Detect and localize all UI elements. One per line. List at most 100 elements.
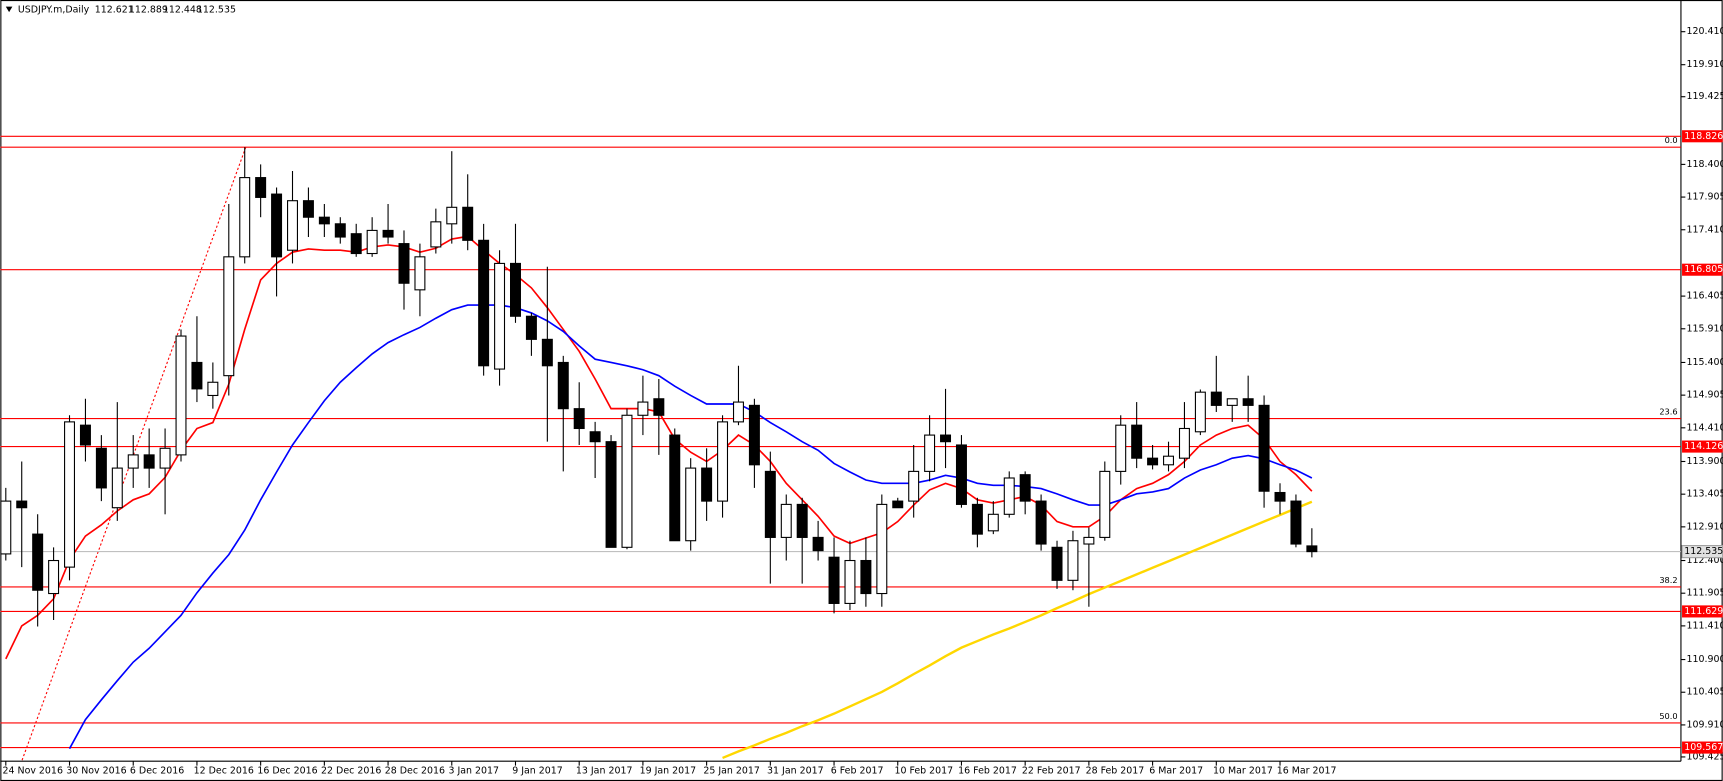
candle-body: [1178, 427, 1190, 459]
candle-body: [812, 536, 824, 552]
y-tick-label: 114.410: [1686, 422, 1723, 433]
candle-body: [1019, 474, 1031, 502]
y-tick-label: 111.905: [1686, 588, 1723, 599]
candle-body: [876, 503, 888, 595]
y-tick-label: 110.405: [1686, 687, 1723, 698]
candle-body: [509, 262, 521, 317]
symbol-label: USDJPY.m,Daily: [18, 4, 90, 15]
candle-body: [48, 559, 60, 595]
candle-body: [79, 424, 91, 446]
candle-body: [669, 434, 681, 542]
candle-body: [1147, 457, 1159, 466]
price-level-tag: [1682, 130, 1723, 143]
candle-body: [940, 434, 952, 443]
candle-body: [1242, 398, 1254, 406]
moving-average-line: [722, 500, 1313, 760]
fib-label: 38.2: [1659, 575, 1677, 585]
candle-body: [207, 381, 219, 397]
menu-arrow-icon[interactable]: [5, 6, 13, 13]
x-tick-label: 22 Feb 2017: [1022, 766, 1081, 777]
x-tick-label: 9 Jan 2017: [512, 766, 563, 777]
candle-body: [1194, 391, 1206, 433]
y-tick-label: 117.905: [1686, 192, 1723, 203]
price-level-label: 118.826: [1684, 131, 1723, 142]
candle-body: [1083, 536, 1095, 545]
y-tick-label: 109.910: [1686, 719, 1723, 730]
x-tick-label: 19 Jan 2017: [640, 766, 697, 777]
y-tick-label: 112.910: [1686, 521, 1723, 532]
y-tick-label: 119.425: [1686, 91, 1723, 102]
candle-body: [302, 200, 314, 218]
y-tick-label: 113.900: [1686, 456, 1723, 467]
candle-body: [525, 315, 537, 340]
candle-body: [175, 335, 187, 456]
current-price-label: 112.535: [1684, 546, 1723, 557]
candle-body: [860, 559, 872, 595]
candle-body: [573, 408, 585, 430]
candle-body: [366, 229, 378, 255]
price-level-label: 109.567: [1684, 742, 1723, 753]
y-tick-label: 109.425: [1686, 751, 1723, 762]
candle-body: [398, 243, 410, 284]
x-tick-label: 31 Jan 2017: [767, 766, 824, 777]
y-tick-label: 112.400: [1686, 555, 1723, 566]
candle-body: [478, 239, 490, 367]
x-tick-label: 28 Feb 2017: [1086, 766, 1145, 777]
candle-body: [382, 229, 394, 238]
candle-body: [350, 233, 362, 255]
candle-body: [414, 256, 426, 291]
y-tick-label: 113.405: [1686, 489, 1723, 500]
candle-body: [143, 454, 155, 469]
candle-body: [32, 533, 44, 591]
y-tick-label: 115.910: [1686, 323, 1723, 334]
candle-body: [1226, 398, 1238, 406]
candle-body: [239, 177, 251, 258]
candle-body: [780, 503, 792, 538]
x-tick-label: 6 Mar 2017: [1149, 766, 1203, 777]
candle-body: [1210, 391, 1222, 406]
candle-body: [621, 414, 633, 548]
x-tick-label: 16 Dec 2016: [257, 766, 317, 777]
candle-body: [127, 454, 139, 469]
x-tick-label: 30 Nov 2016: [66, 766, 126, 777]
candle-body: [717, 421, 729, 502]
fib-label: 23.6: [1659, 406, 1677, 416]
candle-body: [971, 503, 983, 535]
candle-body: [494, 262, 506, 370]
fib-label: 50.0: [1659, 711, 1677, 721]
candle-body: [159, 447, 171, 469]
candle-body: [287, 200, 298, 251]
candle-body: [16, 500, 28, 509]
candle-body: [1163, 455, 1175, 466]
y-tick-label: 119.910: [1686, 59, 1723, 70]
candle-body: [908, 470, 920, 502]
header-low: 112.448: [163, 4, 202, 15]
candle-body: [271, 193, 283, 258]
candle-body: [685, 467, 697, 542]
header-open: 112.621: [95, 4, 134, 15]
candle-body: [764, 470, 776, 538]
candle-body: [605, 441, 617, 548]
y-tick-label: 110.900: [1686, 654, 1723, 665]
x-tick-label: 16 Mar 2017: [1277, 766, 1337, 777]
candle-body: [430, 221, 442, 248]
plot-area: [0, 135, 1681, 762]
candle-body: [637, 401, 649, 416]
price-level-tag: [1682, 263, 1723, 276]
candle-body: [748, 404, 760, 466]
y-tick-label: 117.410: [1686, 224, 1723, 235]
y-tick-label: 118.400: [1686, 159, 1723, 170]
price-level-label: 114.126: [1684, 441, 1723, 452]
header-close: 112.535: [197, 4, 236, 15]
price-level-label: 116.805: [1684, 264, 1723, 275]
x-tick-label: 28 Dec 2016: [385, 766, 445, 777]
candle-body: [1067, 540, 1079, 581]
candle-body: [1131, 424, 1143, 459]
candle-body: [334, 223, 346, 238]
y-tick-label: 111.410: [1686, 620, 1723, 631]
candle-body: [255, 177, 267, 198]
x-tick-label: 10 Feb 2017: [894, 766, 953, 777]
candle-body: [557, 361, 569, 410]
